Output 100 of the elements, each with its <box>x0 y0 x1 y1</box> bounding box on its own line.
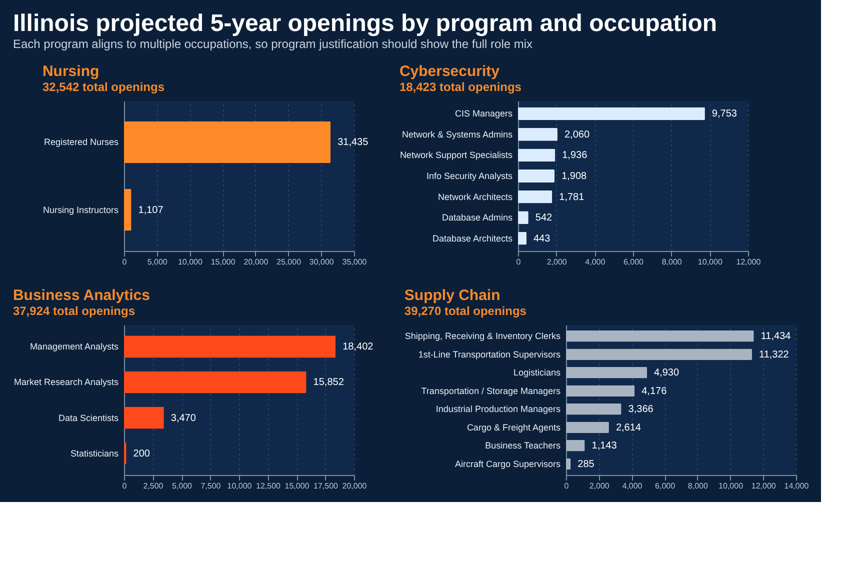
bar <box>518 128 558 141</box>
text: Each program aligns to multiple occupations, so program justification should show the full role mix <box>12 37 533 51</box>
bar <box>518 148 556 162</box>
y-tick-label: Management Analysts <box>30 342 119 352</box>
bar <box>566 403 622 415</box>
y-tick-label: Business Teachers <box>485 440 561 451</box>
x-tick-label: 35,000 <box>342 258 368 266</box>
data-label: 1,936 <box>562 150 588 162</box>
y-tick-label: Network Support Specialists <box>400 150 513 160</box>
data-label: 9,753 <box>712 108 738 120</box>
y-tick-label: Aircraft Cargo Supervisors <box>454 458 561 469</box>
x-tick-label: 8,000 <box>688 482 708 490</box>
data-label: 1,143 <box>592 440 618 452</box>
chart-title: Supply Chain <box>404 287 500 304</box>
y-tick-label: Industrial Production Managers <box>436 404 561 414</box>
data-label: 11,434 <box>760 331 792 342</box>
x-tick-label: 25,000 <box>276 258 302 266</box>
y-tick-label: Database Architects <box>432 233 513 244</box>
x-tick-label: 0 <box>122 482 128 490</box>
data-label: 18,402 <box>342 342 374 353</box>
bar <box>518 211 528 224</box>
y-tick-label: Registered Nurses <box>44 137 119 148</box>
y-tick-label: Market Research Analysts <box>14 377 119 388</box>
chart-title: Business Analytics <box>12 287 150 304</box>
x-tick-label: 2,000 <box>589 482 610 490</box>
bar <box>566 385 635 397</box>
x-tick-label: 6,000 <box>623 258 644 266</box>
bar <box>518 190 552 204</box>
data-label: 200 <box>133 448 150 460</box>
bar <box>566 366 647 378</box>
x-tick-label: 30,000 <box>309 258 334 266</box>
x-tick-label: 2,500 <box>143 482 164 490</box>
data-label: 11,322 <box>759 349 790 360</box>
y-tick-label: Data Scientists <box>58 412 119 423</box>
x-tick-label: 0 <box>564 482 570 490</box>
data-label: 4,930 <box>654 368 680 379</box>
bar <box>566 440 585 452</box>
x-tick-label: 12,000 <box>751 482 776 490</box>
bar <box>124 371 306 394</box>
y-tick-label: Network & Systems Admins <box>402 129 513 140</box>
x-tick-label: 12,000 <box>736 258 762 266</box>
x-tick-label: 12,500 <box>256 482 282 490</box>
x-tick-label: 10,000 <box>718 482 744 490</box>
y-tick-label: CIS Managers <box>454 108 513 119</box>
x-tick-label: 10,000 <box>178 258 203 266</box>
bar <box>566 348 752 360</box>
x-tick-label: 17,500 <box>314 482 339 490</box>
data-label: 3,366 <box>628 404 654 416</box>
data-label: 2,614 <box>616 422 642 434</box>
y-tick-label: Database Admins <box>442 212 513 223</box>
data-label: 1,107 <box>138 204 164 216</box>
bar <box>518 107 705 120</box>
y-tick-label: Network Architects <box>438 192 513 202</box>
x-tick-label: 20,000 <box>244 258 269 266</box>
x-tick-label: 2,000 <box>546 258 568 266</box>
x-tick-label: 10,000 <box>227 482 252 490</box>
data-label: 4,176 <box>642 386 668 397</box>
x-tick-label: 15,000 <box>210 258 236 266</box>
y-tick-label: Transportation / Storage Managers <box>421 386 561 396</box>
x-tick-label: 5,000 <box>147 258 168 266</box>
x-tick-label: 10,000 <box>698 258 723 266</box>
chart-subtitle: 18,423 total openings <box>399 80 522 94</box>
chart-subtitle: 37,924 total openings <box>12 304 136 318</box>
chart-subtitle: 32,542 total openings <box>42 80 165 94</box>
x-tick-label: 0 <box>122 258 128 266</box>
data-label: 443 <box>533 233 551 244</box>
bar <box>518 170 555 182</box>
data-label: 285 <box>578 458 595 470</box>
data-label: 15,852 <box>313 377 344 388</box>
x-tick-label: 4,000 <box>585 258 606 266</box>
x-tick-label: 15,000 <box>284 482 310 490</box>
y-tick-label: Cargo & Freight Agents <box>466 422 561 432</box>
y-tick-label: Info Security Analysts <box>426 171 513 181</box>
y-tick-label: Nursing Instructors <box>42 204 119 215</box>
x-tick-label: 7,500 <box>200 482 222 490</box>
data-label: 31,435 <box>338 137 369 148</box>
data-label: 542 <box>535 212 553 224</box>
x-tick-label: 8,000 <box>662 258 682 266</box>
text: 39,270 total openings <box>404 304 527 318</box>
x-tick-label: 0 <box>516 258 522 266</box>
y-tick-label: Shipping, Receiving & Inventory Clerks <box>404 331 561 342</box>
y-tick-label: Statisticians <box>70 448 119 458</box>
data-label: 1,908 <box>562 171 588 182</box>
x-tick-label: 20,000 <box>342 482 368 490</box>
data-label: 3,470 <box>170 412 196 424</box>
data-label: 1,781 <box>559 192 585 203</box>
text: Illinois projected 5-year openings by program and occupation <box>12 10 718 37</box>
bar <box>124 406 164 429</box>
y-tick-label: Logisticians <box>513 368 561 378</box>
x-tick-label: 5,000 <box>172 482 193 490</box>
bar <box>124 336 336 358</box>
chart-title: Cybersecurity <box>399 63 500 80</box>
x-tick-label: 4,000 <box>622 482 643 490</box>
x-tick-label: 6,000 <box>655 482 676 490</box>
chart-title: Nursing <box>42 63 100 80</box>
bar <box>566 330 754 342</box>
y-tick-label: 1st-Line Transportation Supervisors <box>418 349 561 360</box>
x-tick-label: 14,000 <box>784 482 810 490</box>
bar <box>566 458 571 470</box>
bar <box>566 422 609 434</box>
